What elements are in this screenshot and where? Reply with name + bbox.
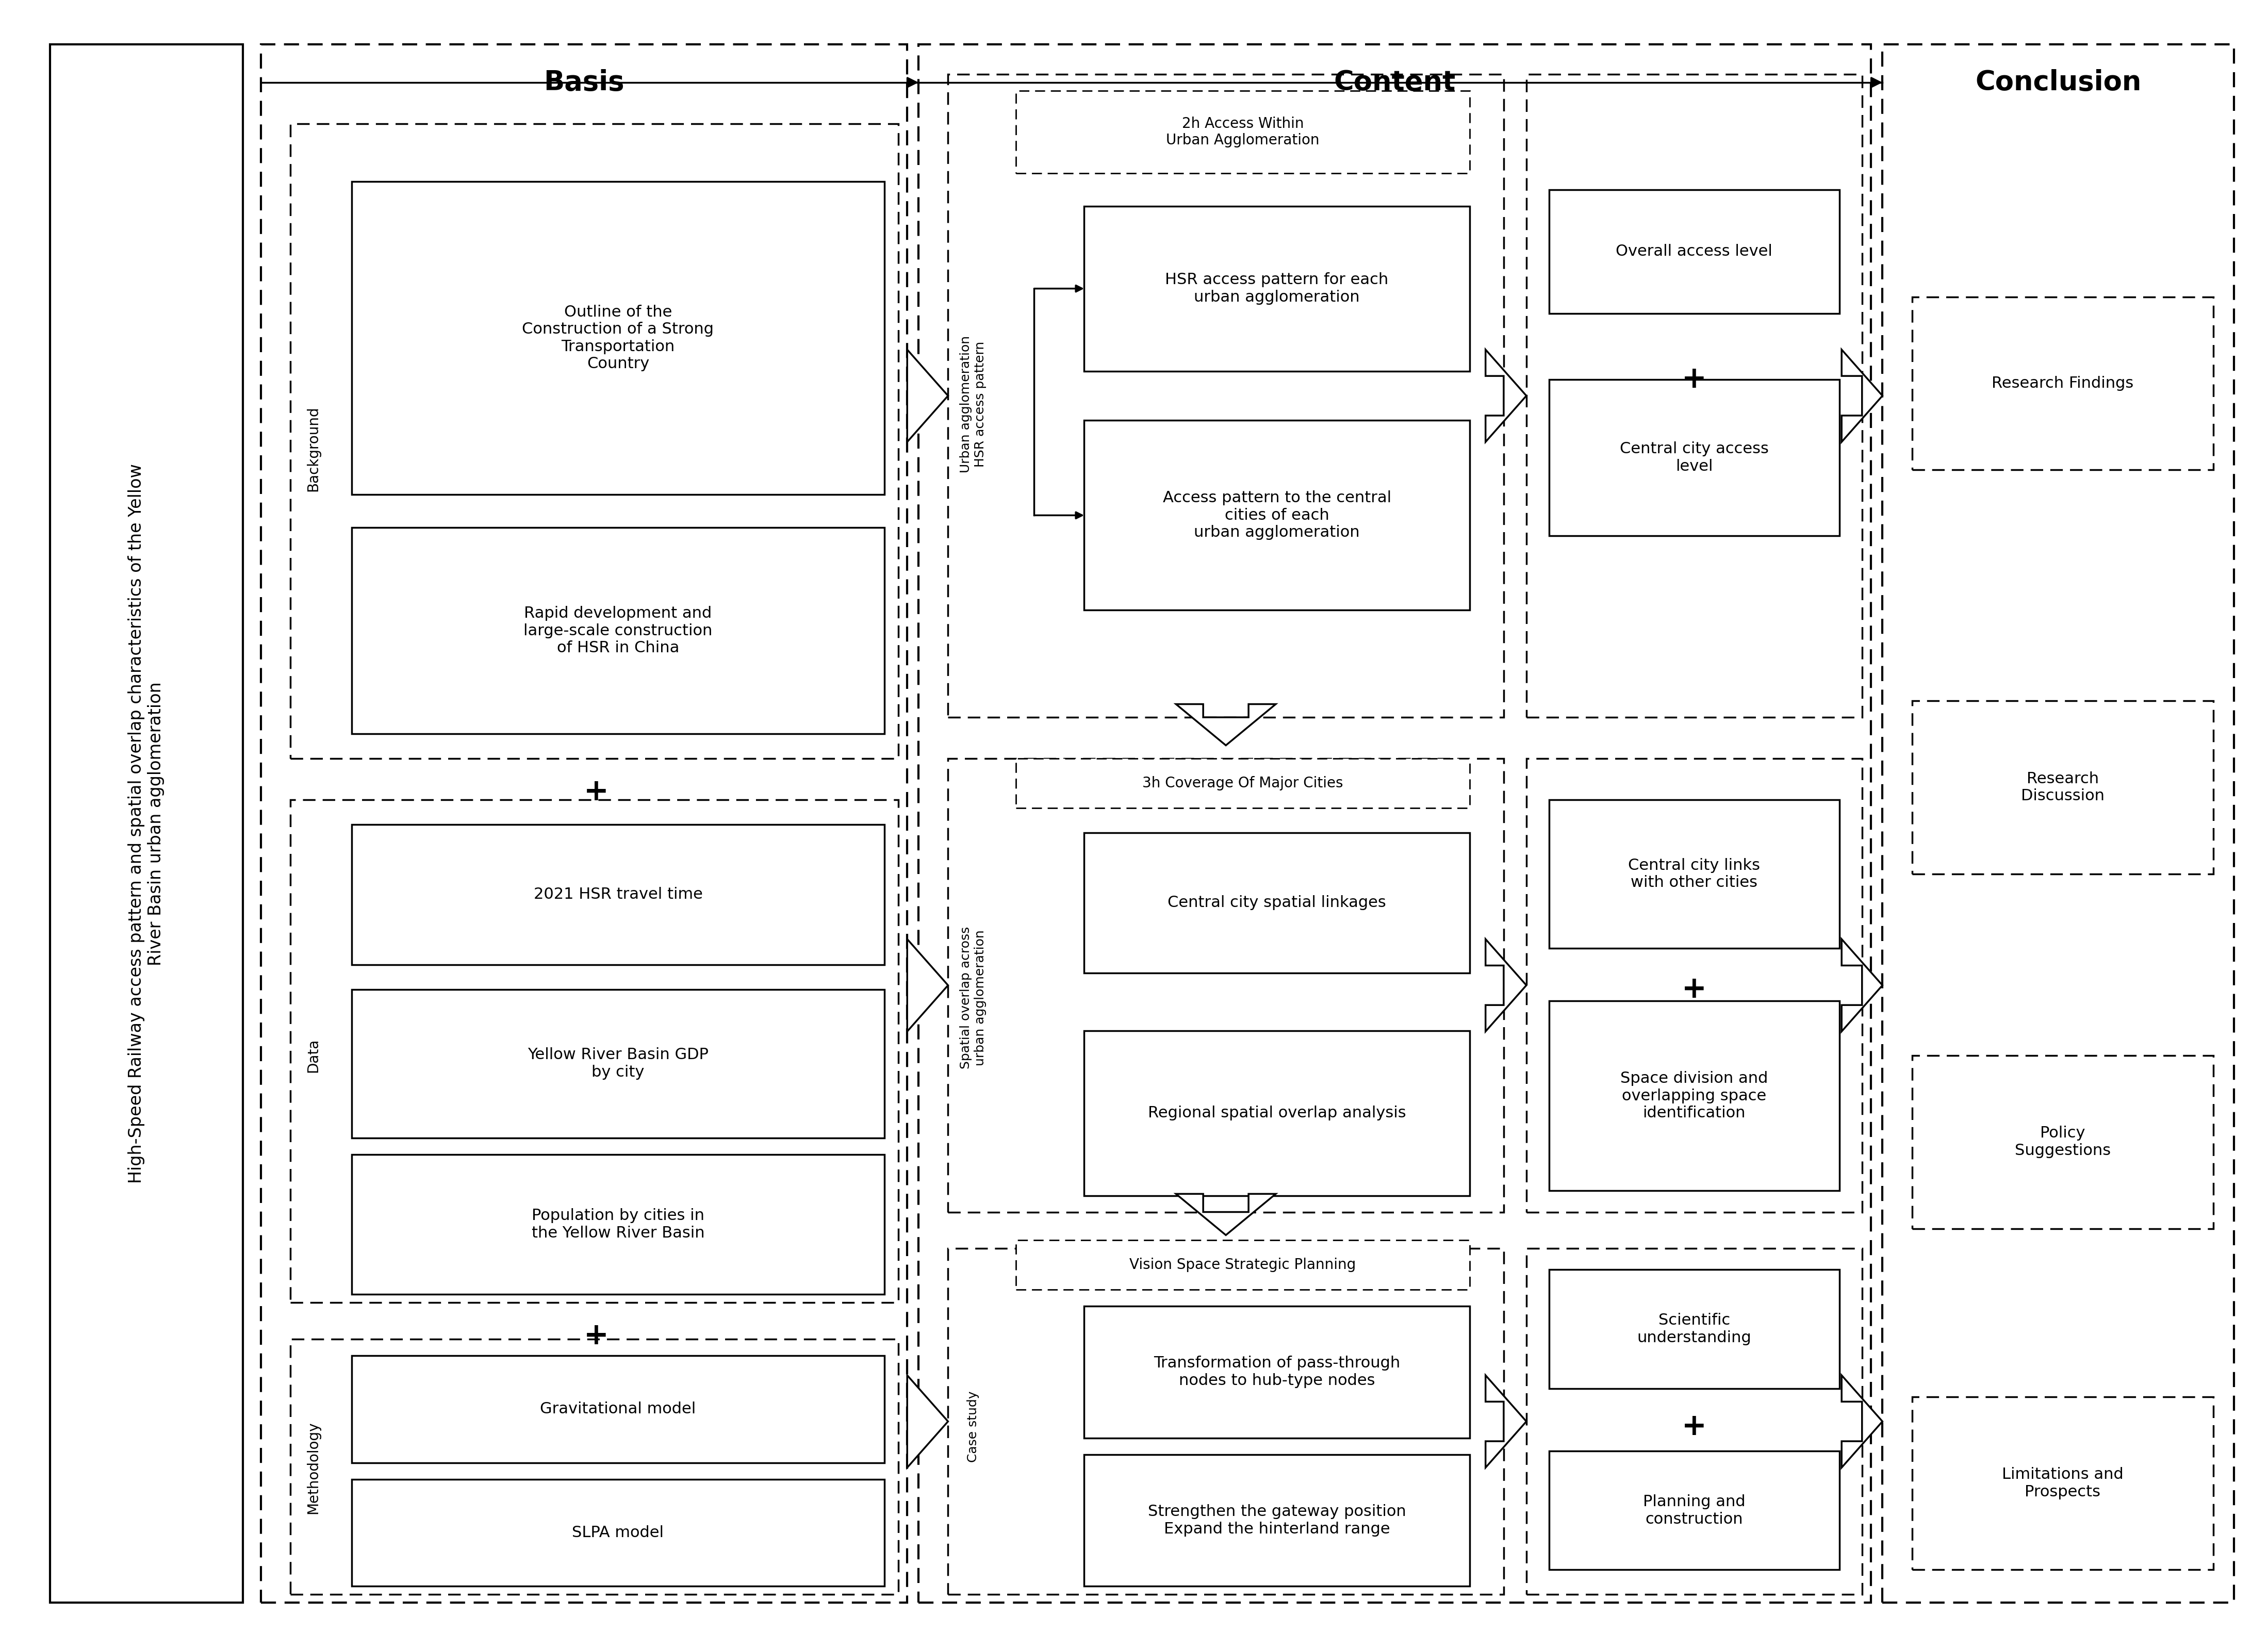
Text: 2h Access Within
Urban Agglomeration: 2h Access Within Urban Agglomeration xyxy=(1166,117,1320,147)
Polygon shape xyxy=(907,350,948,442)
Text: Space division and
overlapping space
identification: Space division and overlapping space ide… xyxy=(1619,1070,1769,1121)
Bar xyxy=(1084,420,1470,610)
Bar xyxy=(1912,1055,2214,1229)
Text: Gravitational model: Gravitational model xyxy=(540,1402,696,1416)
Bar xyxy=(948,1248,1504,1595)
Text: Background: Background xyxy=(306,406,320,491)
Bar xyxy=(352,181,885,495)
Text: Content: Content xyxy=(1334,69,1456,96)
Text: +: + xyxy=(1681,1412,1708,1441)
Polygon shape xyxy=(1486,1375,1526,1468)
Polygon shape xyxy=(1842,1375,1882,1468)
Text: Outline of the
Construction of a Strong
Transportation
Country: Outline of the Construction of a Strong … xyxy=(522,305,714,371)
Text: Population by cities in
the Yellow River Basin: Population by cities in the Yellow River… xyxy=(531,1209,705,1240)
Text: 3h Coverage Of Major Cities: 3h Coverage Of Major Cities xyxy=(1143,777,1343,790)
Bar xyxy=(1084,1306,1470,1438)
Polygon shape xyxy=(1486,350,1526,442)
Bar xyxy=(1549,800,1839,948)
Polygon shape xyxy=(1175,704,1275,745)
Bar xyxy=(1526,1248,1862,1595)
Text: Conclusion: Conclusion xyxy=(1975,69,2141,96)
Text: High-Speed Railway access pattern and spatial overlap characteristics of the Yel: High-Speed Railway access pattern and sp… xyxy=(127,463,166,1184)
Text: Spatial overlap across
urban agglomeration: Spatial overlap across urban agglomerati… xyxy=(959,927,987,1069)
Text: Vision Space Strategic Planning: Vision Space Strategic Planning xyxy=(1129,1258,1356,1271)
Text: Basis: Basis xyxy=(544,69,624,96)
Bar xyxy=(919,45,1871,1603)
Text: 2021 HSR travel time: 2021 HSR travel time xyxy=(533,887,703,902)
Text: +: + xyxy=(1681,975,1708,1004)
Text: Data: Data xyxy=(306,1039,320,1072)
Bar xyxy=(1084,1454,1470,1586)
Bar xyxy=(1549,1270,1839,1388)
Bar xyxy=(1912,701,2214,874)
Text: +: + xyxy=(583,777,610,806)
Bar xyxy=(352,528,885,734)
Text: Transformation of pass-through
nodes to hub-type nodes: Transformation of pass-through nodes to … xyxy=(1154,1355,1399,1388)
Text: Strengthen the gateway position
Expand the hinterland range: Strengthen the gateway position Expand t… xyxy=(1148,1504,1406,1537)
Bar xyxy=(261,45,907,1603)
Bar xyxy=(1016,759,1470,808)
Bar xyxy=(1882,45,2234,1603)
Text: SLPA model: SLPA model xyxy=(572,1525,665,1540)
Text: HSR access pattern for each
urban agglomeration: HSR access pattern for each urban agglom… xyxy=(1166,272,1388,305)
Text: Regional spatial overlap analysis: Regional spatial overlap analysis xyxy=(1148,1105,1406,1121)
Text: Research Findings: Research Findings xyxy=(1991,376,2134,391)
Polygon shape xyxy=(1842,350,1882,442)
Text: Central city spatial linkages: Central city spatial linkages xyxy=(1168,895,1386,910)
Polygon shape xyxy=(1486,938,1526,1032)
Text: Limitations and
Prospects: Limitations and Prospects xyxy=(2003,1468,2123,1499)
Bar xyxy=(352,1154,885,1294)
Bar xyxy=(1526,74,1862,717)
Bar xyxy=(1912,1397,2214,1570)
Bar xyxy=(290,124,898,759)
Text: +: + xyxy=(583,1321,610,1351)
Text: Rapid development and
large-scale construction
of HSR in China: Rapid development and large-scale constr… xyxy=(524,605,712,656)
Text: Access pattern to the central
cities of each
urban agglomeration: Access pattern to the central cities of … xyxy=(1163,490,1390,541)
Bar xyxy=(352,1355,885,1463)
Bar xyxy=(352,824,885,965)
Bar xyxy=(1084,833,1470,973)
Text: Central city links
with other cities: Central city links with other cities xyxy=(1628,857,1760,890)
Text: Methodology: Methodology xyxy=(306,1421,320,1514)
Bar xyxy=(1084,206,1470,371)
Bar xyxy=(352,1479,885,1586)
Text: Planning and
construction: Planning and construction xyxy=(1642,1494,1746,1527)
Polygon shape xyxy=(1842,938,1882,1032)
Text: Overall access level: Overall access level xyxy=(1615,244,1774,259)
Bar xyxy=(50,45,243,1603)
Bar xyxy=(948,759,1504,1212)
Bar xyxy=(1912,297,2214,470)
Bar xyxy=(1549,379,1839,536)
Bar xyxy=(1549,1451,1839,1570)
Text: Case study: Case study xyxy=(966,1390,980,1463)
Polygon shape xyxy=(1175,1194,1275,1235)
Text: +: + xyxy=(1681,364,1708,394)
Bar xyxy=(1549,190,1839,313)
Bar xyxy=(1549,1001,1839,1191)
Polygon shape xyxy=(907,938,948,1032)
Bar xyxy=(290,800,898,1303)
Bar xyxy=(1526,759,1862,1212)
Bar xyxy=(352,989,885,1138)
Text: Yellow River Basin GDP
by city: Yellow River Basin GDP by city xyxy=(528,1047,708,1080)
Text: Urban agglomeration
HSR access pattern: Urban agglomeration HSR access pattern xyxy=(959,335,987,473)
Text: Research
Discussion: Research Discussion xyxy=(2021,772,2105,803)
Bar xyxy=(948,74,1504,717)
Bar xyxy=(1084,1031,1470,1196)
Bar xyxy=(1016,91,1470,173)
Text: Central city access
level: Central city access level xyxy=(1619,442,1769,473)
Polygon shape xyxy=(907,1375,948,1468)
Text: Policy
Suggestions: Policy Suggestions xyxy=(2014,1126,2112,1158)
Bar xyxy=(290,1339,898,1595)
Bar xyxy=(1016,1240,1470,1290)
Text: Scientific
understanding: Scientific understanding xyxy=(1637,1313,1751,1346)
